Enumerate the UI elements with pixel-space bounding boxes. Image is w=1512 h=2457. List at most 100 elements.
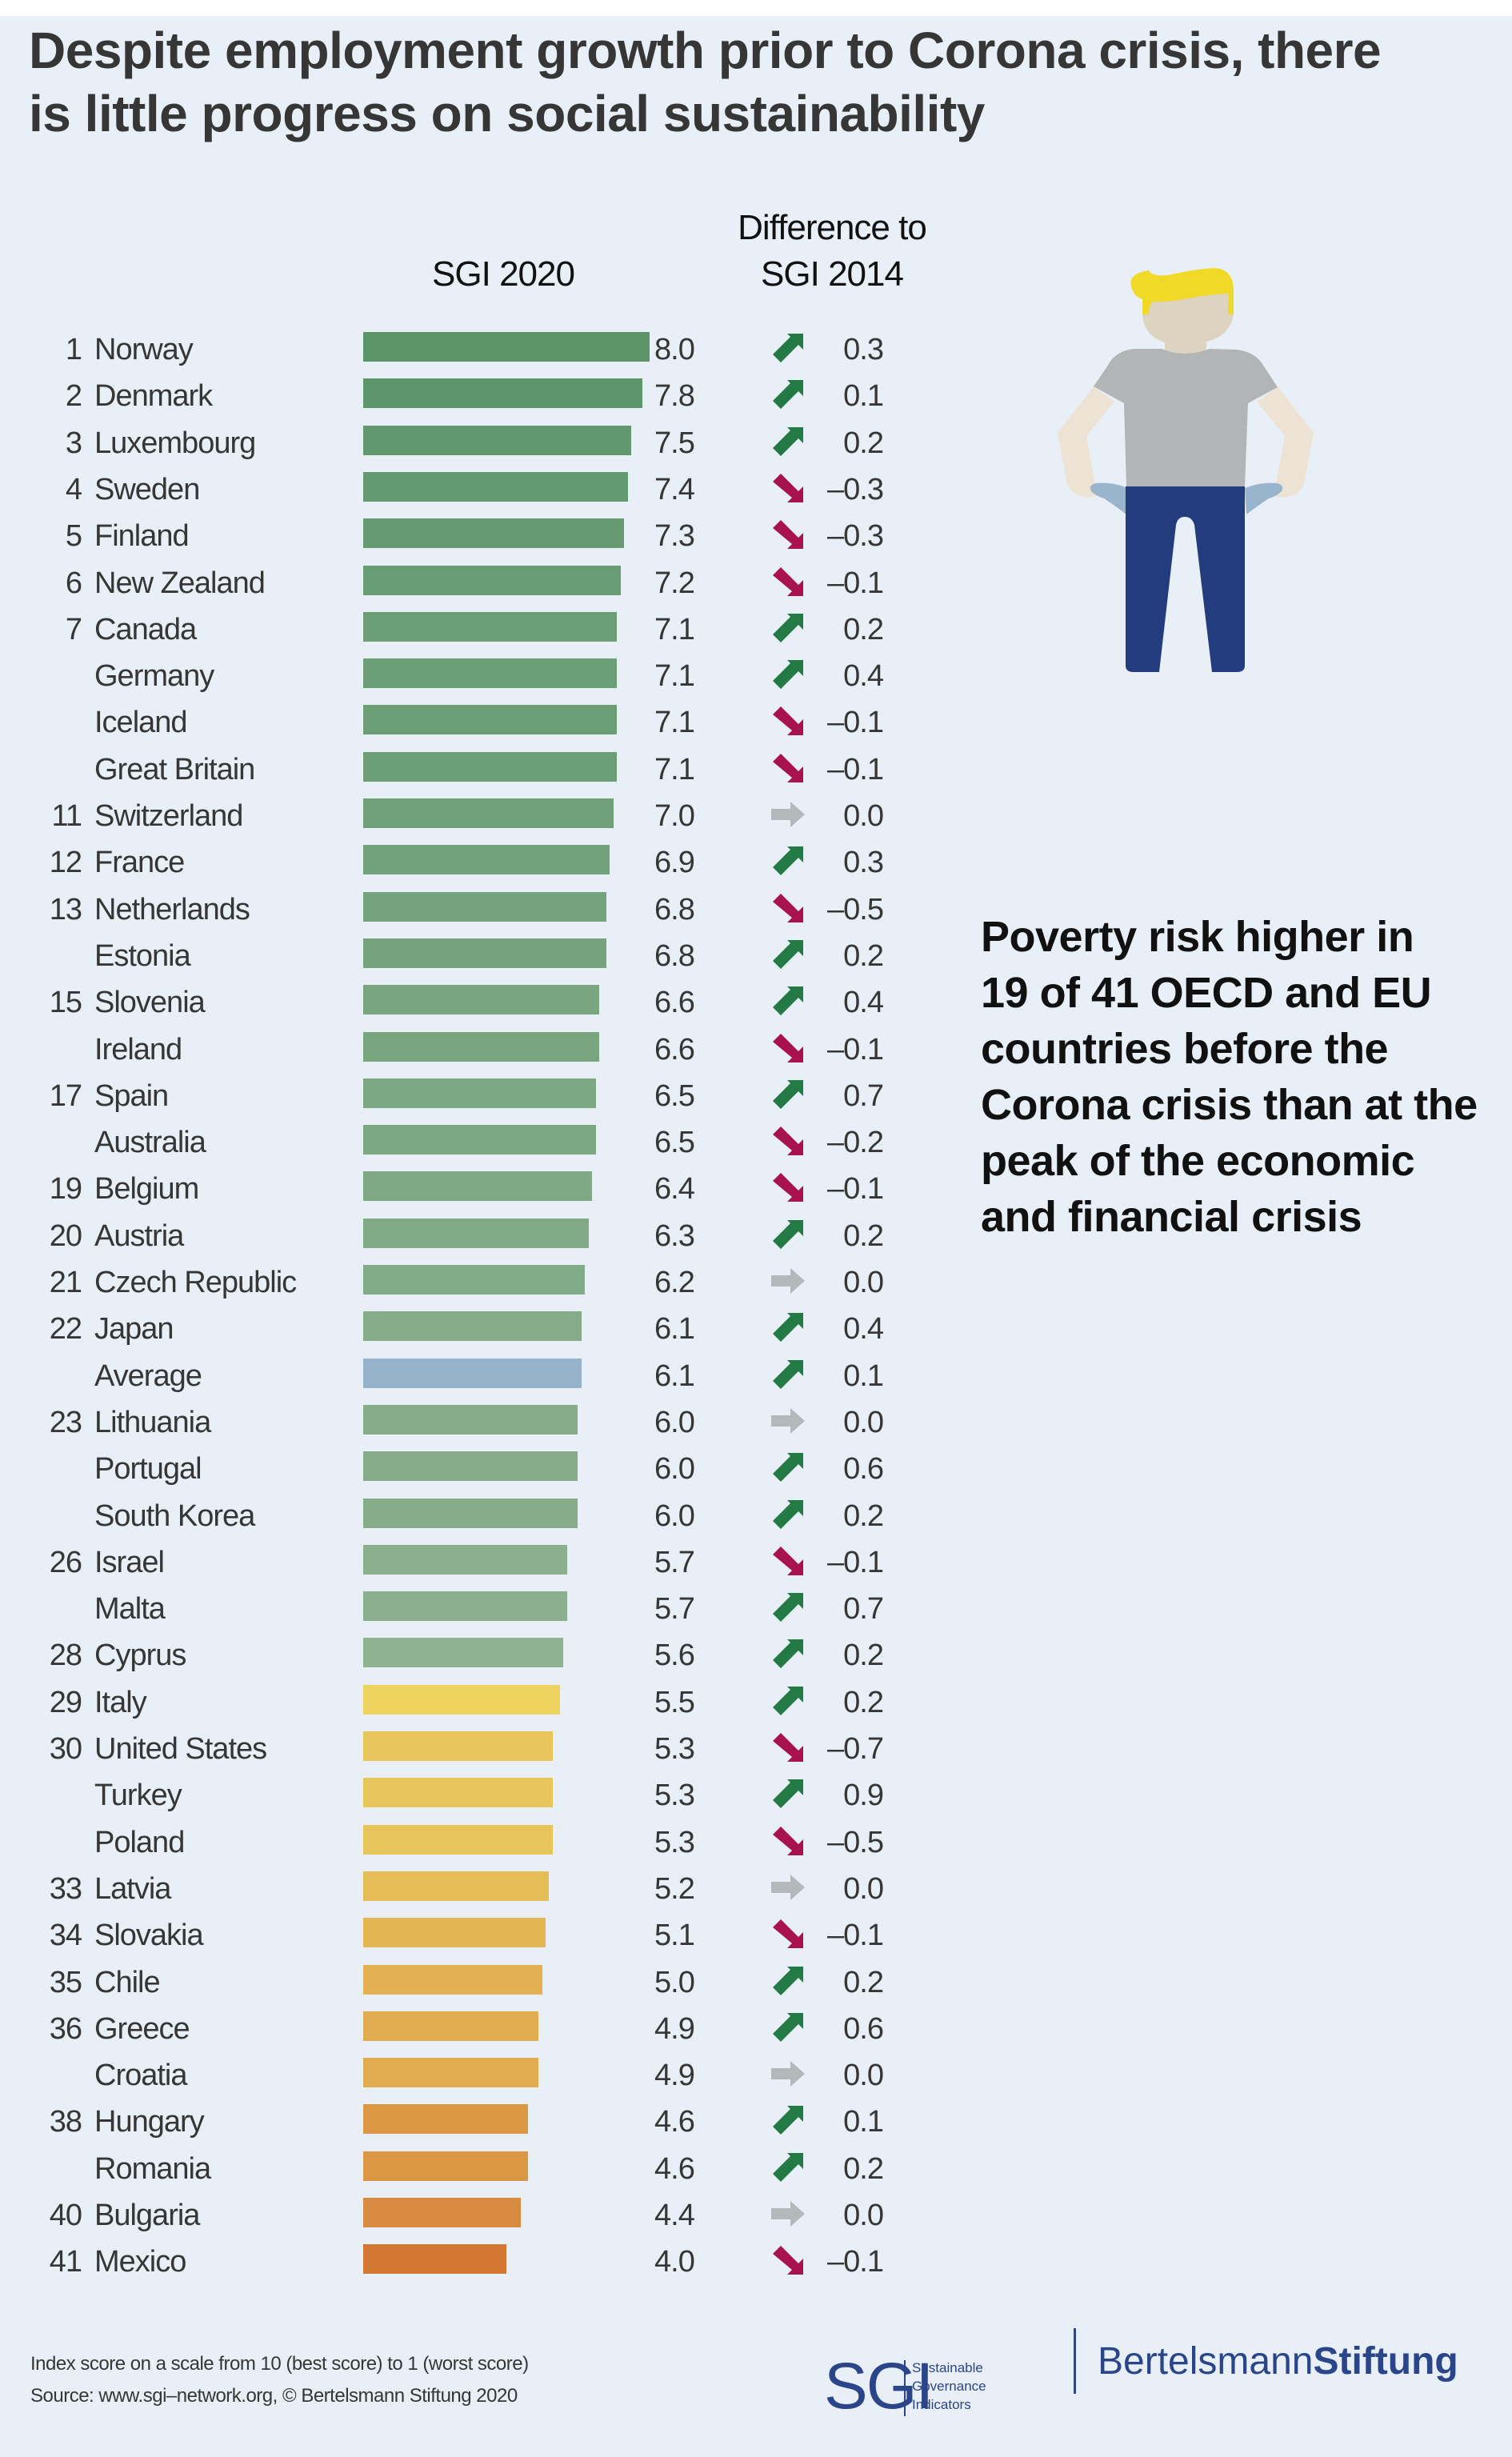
score-bar [363, 2058, 539, 2088]
country-label: Austria [94, 1218, 184, 1253]
right-pocket [1245, 482, 1283, 514]
difference-label: –0.1 [827, 706, 884, 740]
title-line-1: Despite employment growth prior to Coron… [29, 22, 1382, 79]
score-bar [363, 1638, 564, 1668]
score-bar [363, 2198, 521, 2227]
poverty-line-2: 19 of 41 OECD and EU [981, 969, 1432, 1017]
difference-label: –0.1 [827, 1032, 884, 1066]
country-label: Netherlands [94, 892, 250, 926]
arrow-right-icon [771, 1874, 805, 1900]
table-row: 2 Denmark 7.8 0.1 [0, 378, 960, 425]
arrow-up-right-icon [773, 1079, 803, 1109]
arrow-up-right-icon [773, 660, 803, 690]
country-label: South Korea [94, 1499, 255, 1533]
arrow-up-right-icon [773, 1313, 803, 1343]
score-bar [363, 658, 618, 689]
score-bar [363, 1498, 578, 1528]
score-label: 4.4 [654, 2199, 695, 2232]
score-bar [363, 425, 632, 455]
arrow-down-right-icon [773, 520, 803, 550]
score-bar [363, 2151, 528, 2181]
score-bar [363, 611, 618, 642]
poverty-line-6: and financial crisis [981, 1193, 1362, 1241]
face [1142, 294, 1234, 342]
score-bar [363, 1311, 582, 1342]
score-label: 7.1 [654, 752, 695, 786]
difference-label: 0.2 [843, 1218, 884, 1253]
arrow-up-right-icon [773, 939, 803, 969]
rank-label: 6 [65, 566, 82, 600]
table-row: 1 Norway 8.0 0.3 [0, 332, 960, 378]
difference-label: 0.9 [843, 1779, 884, 1813]
table-row: Average 6.1 0.1 [0, 1358, 960, 1405]
score-bar [363, 518, 625, 549]
score-label: 7.3 [654, 519, 695, 554]
score-label: 5.1 [654, 1919, 695, 1953]
score-label: 5.6 [654, 1639, 695, 1673]
table-row: 5 Finland 7.3 –0.3 [0, 518, 960, 565]
country-label: Portugal [94, 1452, 202, 1487]
rank-label: 19 [49, 1172, 82, 1206]
score-label: 5.2 [654, 1871, 695, 1906]
score-label: 4.0 [654, 2245, 695, 2279]
rank-label: 3 [65, 426, 82, 460]
score-label: 6.1 [654, 1312, 695, 1347]
arrow-down-right-icon [773, 893, 803, 922]
arrow-up-right-icon [773, 1499, 803, 1529]
rank-label: 22 [49, 1312, 82, 1347]
score-bar [363, 1265, 586, 1295]
sgi-logo-subtitle: Sustainable Governance Indicators [912, 2359, 986, 2414]
poverty-line-4: Corona crisis than at the [981, 1081, 1478, 1129]
score-bar [363, 2244, 506, 2275]
rank-label: 38 [49, 2105, 82, 2139]
score-label: 7.1 [654, 659, 695, 694]
arrow-down-right-icon [773, 1126, 803, 1156]
arrow-right-icon [771, 1268, 805, 1294]
table-row: Croatia 4.9 0.0 [0, 2058, 960, 2104]
country-label: Slovenia [94, 986, 206, 1020]
arrow-up-right-icon [773, 2106, 803, 2135]
rank-label: 26 [49, 1545, 82, 1579]
table-row: 11 Switzerland 7.0 0.0 [0, 798, 960, 845]
country-label: Greece [94, 2011, 190, 2046]
arrow-up-right-icon [773, 2012, 803, 2042]
arrow-up-right-icon [773, 1966, 803, 1995]
difference-label: –0.1 [827, 752, 884, 786]
difference-label: 0.4 [843, 986, 884, 1020]
rank-label: 36 [49, 2011, 82, 2046]
score-bar [363, 705, 618, 735]
score-bar [363, 378, 642, 409]
table-row: Malta 5.7 0.7 [0, 1591, 960, 1638]
country-label: Chile [94, 1965, 161, 1999]
table-row: 12 France 6.9 0.3 [0, 845, 960, 891]
difference-label: 0.2 [843, 1639, 884, 1673]
table-row: 22 Japan 6.1 0.4 [0, 1311, 960, 1358]
arrow-up-right-icon [773, 426, 803, 456]
rank-label: 41 [49, 2245, 82, 2279]
score-bar [363, 1591, 567, 1622]
score-bar [363, 1171, 593, 1202]
rank-label: 23 [49, 1405, 82, 1439]
country-label: Spain [94, 1078, 169, 1113]
rank-label: 2 [65, 379, 82, 414]
rank-label: 11 [51, 799, 82, 833]
arrow-down-right-icon [773, 753, 803, 782]
table-row: 6 New Zealand 7.2 –0.1 [0, 565, 960, 612]
difference-label: –0.1 [827, 1545, 884, 1579]
score-label: 6.5 [654, 1126, 695, 1160]
score-label: 7.4 [654, 472, 695, 506]
country-label: Slovakia [94, 1919, 204, 1953]
score-label: 5.3 [654, 1825, 695, 1859]
country-label: United States [94, 1732, 267, 1766]
bertelsmann-stiftung-logo: BertelsmannStiftung [1098, 2338, 1458, 2386]
sgi-logo-line-3: Indicators [912, 2397, 971, 2412]
rank-label: 35 [49, 1965, 82, 1999]
arrow-right-icon [771, 802, 805, 827]
difference-label: 0.2 [843, 2151, 884, 2186]
score-bar [363, 2011, 539, 2041]
sgi-logo-line-2: Governance [912, 2379, 986, 2394]
table-row: 7 Canada 7.1 0.2 [0, 611, 960, 658]
country-label: Croatia [94, 2059, 187, 2093]
score-bar [363, 891, 606, 922]
score-bar [363, 1964, 542, 1995]
